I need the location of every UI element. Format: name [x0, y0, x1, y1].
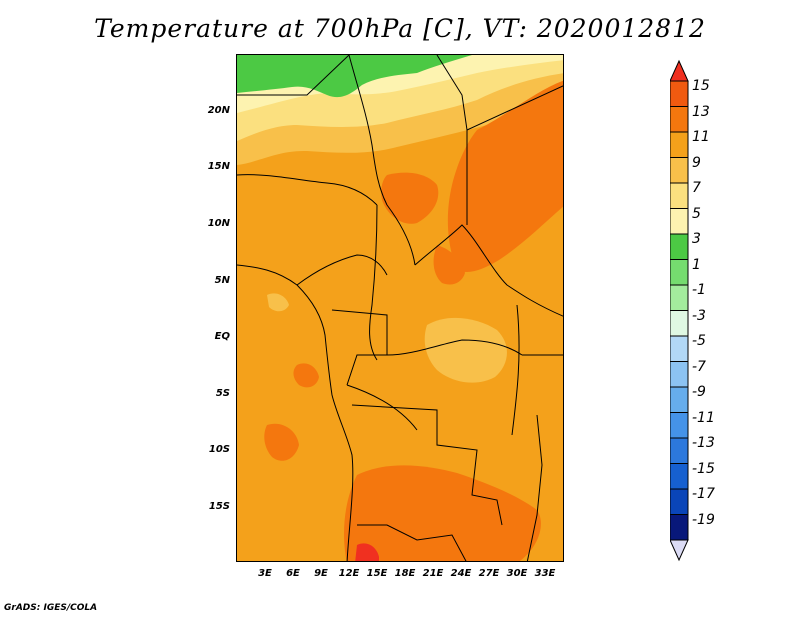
chart-title: Temperature at 700hPa [C], VT: 202001281…	[94, 14, 706, 43]
colorbar-label-minus13: -13	[692, 435, 715, 451]
colorbar-label-minus9: -9	[692, 384, 706, 400]
colorbar-bin-14	[670, 437, 689, 464]
colorbar-bin-7	[670, 259, 689, 286]
lon-tick-15e: 15E	[366, 568, 388, 579]
lon-tick-9e: 9E	[314, 568, 328, 579]
field-11-13-south	[344, 465, 541, 561]
field-11-13-small	[433, 245, 465, 285]
colorbar-label-1: 1	[692, 257, 701, 273]
lat-tick-10s: 10S	[208, 444, 230, 455]
field-11-13-east	[447, 80, 563, 272]
lon-tick-30e: 30E	[506, 568, 528, 579]
colorbar	[670, 59, 689, 562]
political-borders	[237, 55, 563, 561]
colorbar-label-minus15: -15	[692, 461, 715, 477]
colorbar-label-15: 15	[692, 78, 710, 94]
colorbar-bin-6	[670, 233, 689, 260]
colorbar-label-13: 13	[692, 104, 710, 120]
colorbar-label-minus19: -19	[692, 512, 715, 528]
colorbar-label-minus5: -5	[692, 333, 706, 349]
field-7-9-small	[267, 293, 289, 312]
temperature-map	[237, 55, 563, 561]
lon-tick-27e: 27E	[478, 568, 500, 579]
colorbar-bin-16	[670, 488, 689, 515]
lon-tick-3e: 3E	[258, 568, 272, 579]
colorbar-label-9: 9	[692, 155, 701, 171]
lon-tick-33e: 33E	[534, 568, 556, 579]
colorbar-bin-3	[670, 157, 689, 184]
colorbar-label-3: 3	[692, 231, 701, 247]
colorbar-label-minus3: -3	[692, 308, 706, 324]
colorbar-label-minus17: -17	[692, 486, 715, 502]
colorbar-bin-11	[670, 361, 689, 388]
colorbar-bin-5	[670, 208, 689, 235]
field-7-9-basin	[424, 317, 507, 383]
lon-tick-6e: 6E	[286, 568, 300, 579]
lon-tick-21e: 21E	[422, 568, 444, 579]
colorbar-bin-17	[670, 514, 689, 541]
lat-tick-eq: EQ	[214, 331, 230, 342]
lon-tick-12e: 12E	[338, 568, 360, 579]
colorbar-bin-1	[670, 106, 689, 133]
map-plot-area	[236, 54, 564, 562]
colorbar-bin-2	[670, 131, 689, 158]
lat-tick-10n: 10N	[207, 218, 230, 229]
colorbar-bin-4	[670, 182, 689, 209]
colorbar-bin-13	[670, 412, 689, 439]
colorbar-bin-9	[670, 310, 689, 337]
colorbar-label-minus11: -11	[692, 410, 715, 426]
field-11-13-west	[293, 363, 319, 388]
field-11-13-sw	[264, 423, 299, 461]
lat-tick-15s: 15S	[208, 501, 230, 512]
colorbar-bin-8	[670, 284, 689, 311]
lon-tick-24e: 24E	[450, 568, 472, 579]
lat-tick-5s: 5S	[215, 388, 230, 399]
colorbar-label-11: 11	[692, 129, 710, 145]
field-13-15-south	[355, 543, 379, 561]
colorbar-label-minus1: -1	[692, 282, 706, 298]
lat-tick-20n: 20N	[207, 105, 230, 116]
lat-tick-5n: 5N	[214, 275, 230, 286]
colorbar-label-5: 5	[692, 206, 701, 222]
credit-label: GrADS: IGES/COLA	[4, 603, 98, 613]
field-11-13-central	[381, 172, 439, 224]
colorbar-bottom-arrow	[670, 539, 689, 562]
colorbar-bin-12	[670, 386, 689, 413]
colorbar-label-minus7: -7	[692, 359, 706, 375]
colorbar-top-arrow	[670, 59, 689, 82]
colorbar-bin-10	[670, 335, 689, 362]
colorbar-bin-15	[670, 463, 689, 490]
lon-tick-18e: 18E	[394, 568, 416, 579]
lat-tick-15n: 15N	[207, 161, 230, 172]
colorbar-bin-0	[670, 80, 689, 107]
colorbar-label-7: 7	[692, 180, 701, 196]
